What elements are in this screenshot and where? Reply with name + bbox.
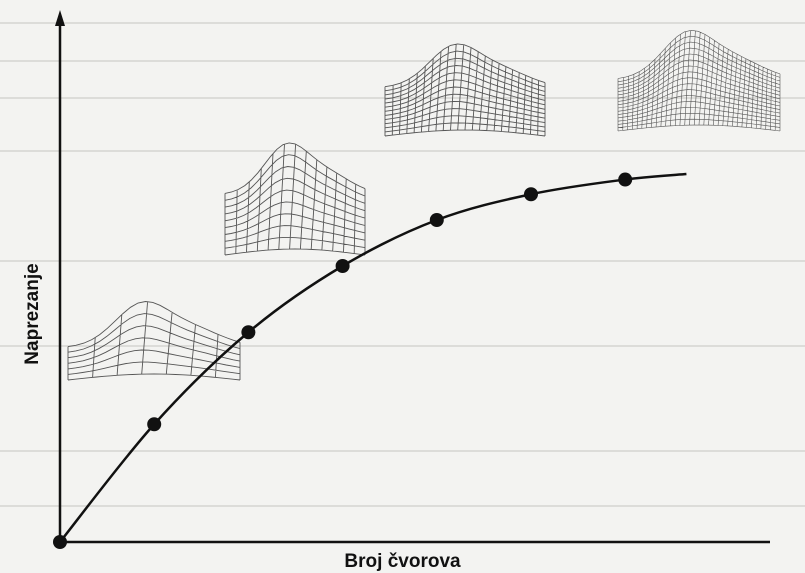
fine-mesh-grid [384, 43, 546, 137]
data-markers [53, 172, 633, 549]
y-axis-arrow [55, 10, 65, 26]
data-point-0 [53, 535, 67, 549]
data-point-3 [335, 259, 350, 273]
data-point-4 [429, 213, 444, 227]
data-point-6 [618, 172, 633, 187]
medium-mesh-inset [224, 142, 366, 256]
data-point-1 [147, 417, 162, 432]
y-axis-label: Naprezanje [22, 263, 43, 365]
series-line [59, 172, 687, 543]
x-axis-label: Broj čvorova [344, 551, 461, 572]
medium-mesh-grid [224, 142, 366, 256]
fine-mesh-inset [384, 43, 546, 137]
coarse-mesh-grid [67, 301, 241, 381]
data-point-5 [524, 187, 538, 202]
data-point-2 [241, 325, 256, 340]
finest-mesh-grid [617, 29, 781, 132]
finest-mesh-inset [617, 29, 781, 132]
mesh-insets [67, 29, 781, 381]
coarse-mesh-inset [67, 301, 241, 381]
